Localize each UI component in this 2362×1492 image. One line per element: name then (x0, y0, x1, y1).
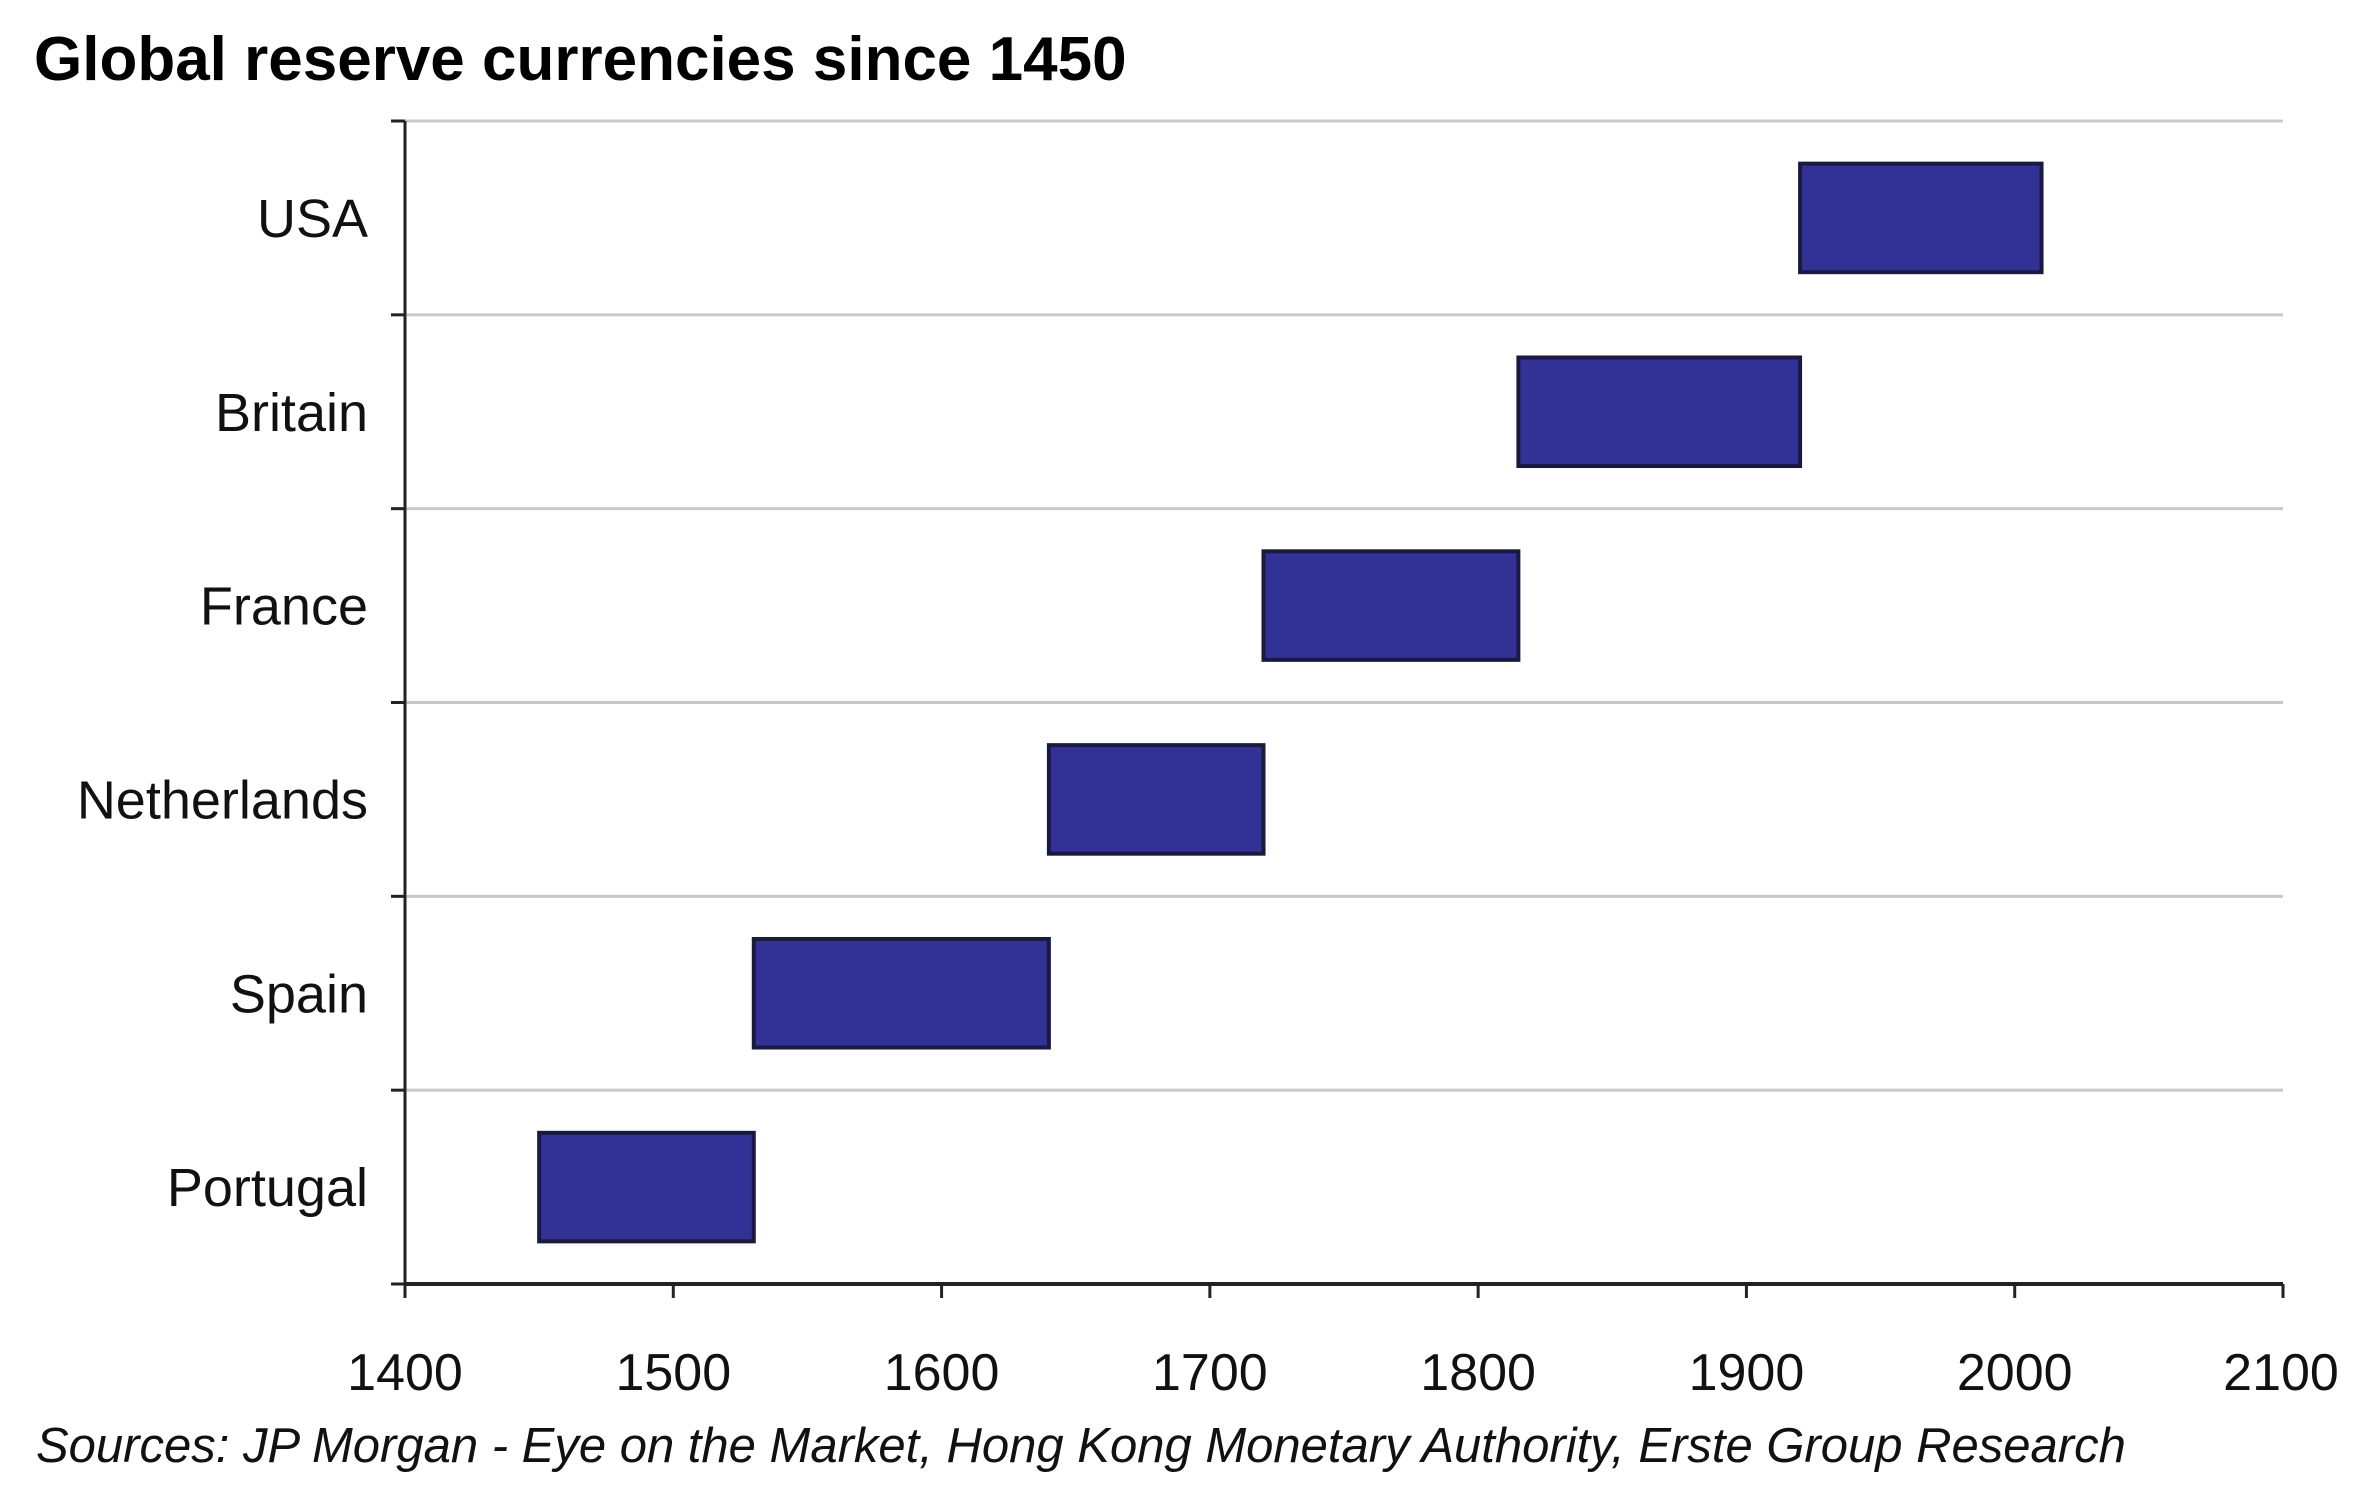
category-labels: USA Britain France Netherlands Spain Portugal (77, 189, 368, 1218)
category-label: USA (257, 189, 368, 249)
bar-portugal (537, 1130, 756, 1244)
bar-netherlands (1046, 743, 1266, 856)
category-label: France (200, 577, 368, 637)
bar-spain (751, 936, 1051, 1050)
axes (391, 119, 2285, 1298)
x-tick-label: 1700 (1152, 1344, 1268, 1402)
x-tick-label: 2000 (1957, 1344, 2073, 1402)
category-label: Netherlands (77, 770, 368, 830)
x-tick-label: 1500 (615, 1344, 731, 1402)
bar-britain (1516, 355, 1803, 469)
category-label: Portugal (167, 1158, 368, 1218)
bar-france (1261, 549, 1521, 662)
x-tick-label: 1800 (1420, 1344, 1536, 1402)
bars (537, 161, 2044, 1244)
x-tick-label: 2100 (2223, 1344, 2339, 1402)
x-tick-label: 1400 (347, 1344, 463, 1402)
source-note: Sources: JP Morgan - Eye on the Market, … (36, 1419, 2126, 1473)
bar-usa (1798, 161, 2044, 275)
category-label: Britain (215, 383, 368, 443)
category-label: Spain (230, 964, 368, 1024)
x-tick-label: 1900 (1689, 1344, 1805, 1402)
x-tick-label: 1600 (884, 1344, 1000, 1402)
x-tick-labels: 1400 1500 1600 1700 1800 1900 2000 2100 (347, 1344, 2339, 1402)
gridlines (405, 119, 2283, 1092)
chart-title: Global reserve currencies since 1450 (34, 25, 1127, 94)
